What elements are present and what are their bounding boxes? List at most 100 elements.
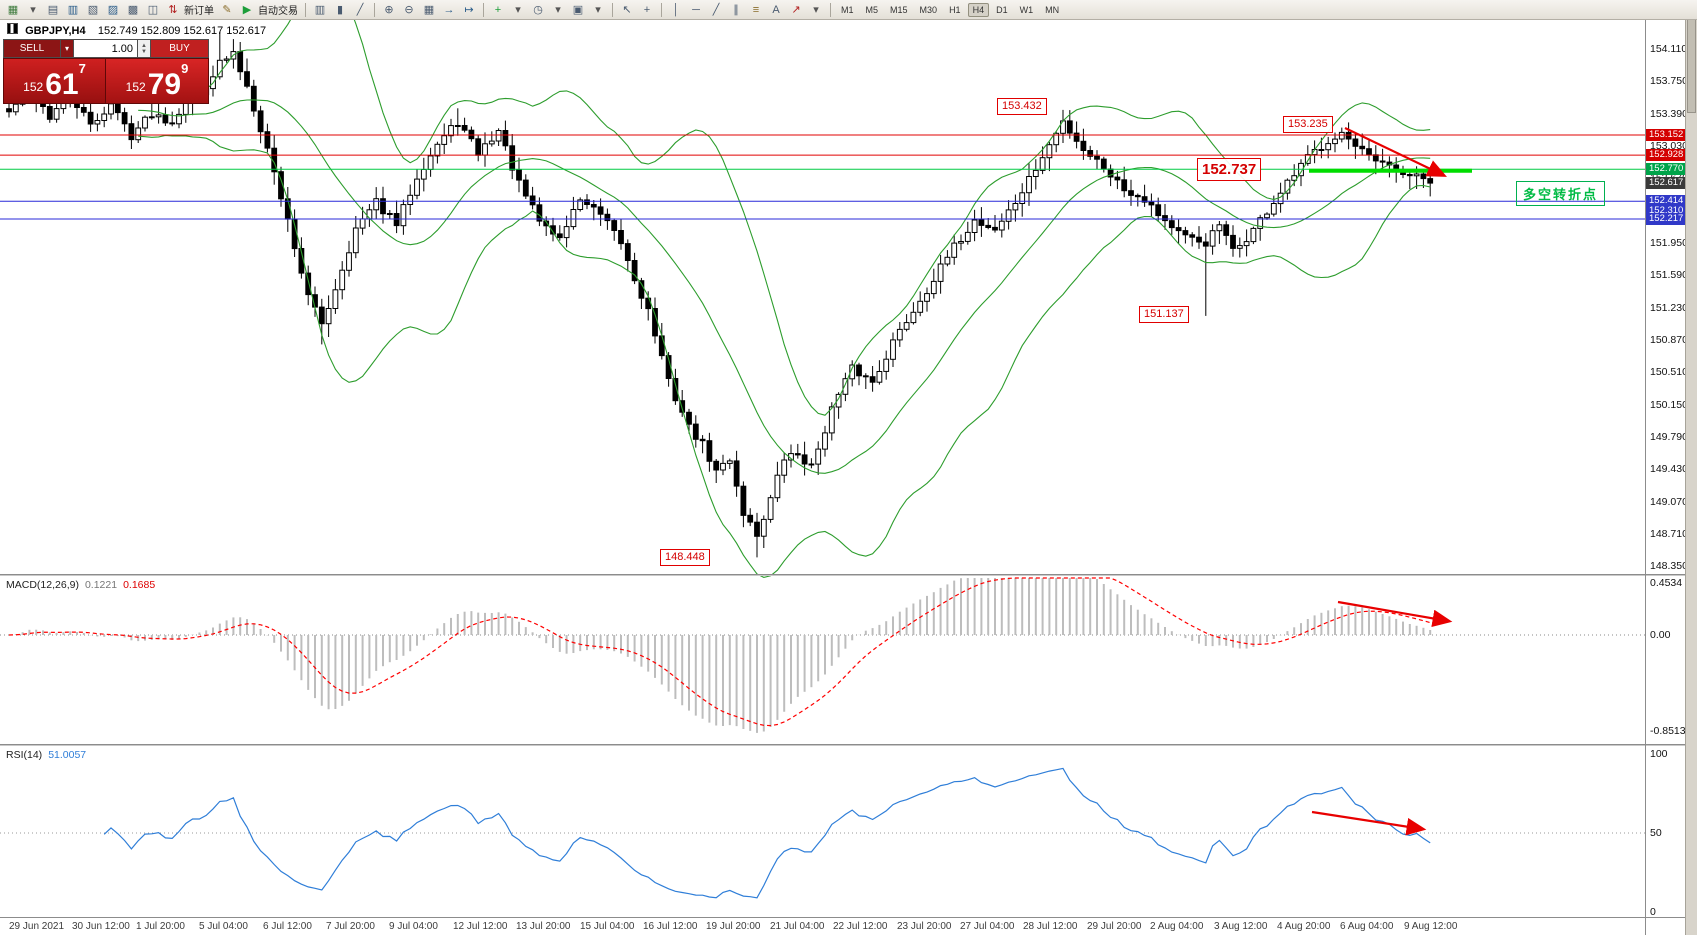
toolbar-separator bbox=[374, 2, 375, 17]
indicators-button[interactable]: + bbox=[494, 3, 502, 16]
one-click-trading-panel: SELL ▾ 1.00 ▲ ▼ BUY 152 61 7 152 79 9 bbox=[3, 39, 209, 104]
auto-scroll-button[interactable]: → bbox=[443, 3, 455, 16]
candlestick-chart-button[interactable]: ▮ bbox=[336, 3, 344, 16]
macd-axis-label: 0.00 bbox=[1650, 629, 1671, 641]
time-label: 30 Jun 12:00 bbox=[72, 921, 130, 932]
rsi-label: RSI(14) 51.0057 bbox=[6, 749, 86, 761]
autotrading-button-label[interactable]: 自动交易 bbox=[258, 6, 298, 17]
horizontal-line-button[interactable]: ─ bbox=[692, 3, 700, 16]
crosshair-button[interactable]: + bbox=[643, 3, 651, 16]
zoom-out-button[interactable]: ⊖ bbox=[404, 3, 414, 16]
tile-windows-button[interactable]: ▦ bbox=[423, 3, 435, 16]
rsi-axis-label: 0 bbox=[1650, 906, 1656, 918]
macd-name: MACD(12,26,9) bbox=[6, 579, 79, 591]
panel-separator[interactable] bbox=[0, 574, 1697, 576]
market-watch-button[interactable]: ▥ bbox=[67, 3, 79, 16]
timeframe-button-m5[interactable]: M5 bbox=[865, 4, 879, 15]
panel-separator[interactable] bbox=[0, 744, 1697, 746]
price-callout-148.448[interactable]: 148.448 bbox=[660, 549, 710, 567]
main-chart-panel[interactable] bbox=[0, 20, 1686, 574]
indicators-dropdown[interactable]: ▾ bbox=[515, 3, 521, 16]
toolbar-separator bbox=[483, 2, 484, 17]
vertical-scrollbar[interactable] bbox=[1685, 0, 1697, 935]
price-callout-153.235[interactable]: 153.235 bbox=[1283, 116, 1333, 134]
strategy-tester-button[interactable]: ◫ bbox=[147, 3, 159, 16]
sell-price-big: 61 bbox=[45, 68, 79, 101]
timeframe-button-h1[interactable]: H1 bbox=[949, 4, 961, 15]
price-tick: 148.710 bbox=[1650, 527, 1688, 540]
bar-chart-button[interactable]: ▥ bbox=[314, 3, 326, 16]
vertical-line-button[interactable]: │ bbox=[672, 3, 680, 16]
sell-dropdown-icon[interactable]: ▾ bbox=[61, 39, 74, 58]
sell-price-sup: 7 bbox=[78, 61, 86, 76]
sell-price-display[interactable]: 152 61 7 bbox=[3, 58, 106, 104]
time-axis-line bbox=[0, 917, 1686, 918]
macd-panel[interactable] bbox=[0, 576, 1686, 744]
time-label: 12 Jul 12:00 bbox=[453, 921, 508, 932]
price-tick: 150.150 bbox=[1650, 398, 1688, 411]
macd-label: MACD(12,26,9) 0.1221 0.1685 bbox=[6, 579, 155, 591]
rsi-panel[interactable] bbox=[0, 746, 1686, 917]
timeframe-button-m30[interactable]: M30 bbox=[919, 4, 938, 15]
timeframe-button-m15[interactable]: M15 bbox=[890, 4, 908, 15]
navigator-button[interactable]: ▨ bbox=[107, 3, 119, 16]
time-label: 15 Jul 04:00 bbox=[580, 921, 635, 932]
macd-axis-label: -0.8513 bbox=[1650, 725, 1686, 737]
periods-button[interactable]: ◷ bbox=[533, 3, 543, 16]
equidistant-channel-button[interactable]: ∥ bbox=[733, 3, 739, 16]
templates-dropdown[interactable]: ▾ bbox=[595, 3, 601, 16]
price-tag-153.152: 153.152 bbox=[1646, 129, 1688, 141]
price-tag-152.217: 152.217 bbox=[1646, 213, 1688, 225]
chart-type-icon bbox=[7, 23, 18, 34]
trendline-button[interactable]: ╱ bbox=[712, 3, 720, 16]
price-tick: 149.070 bbox=[1650, 495, 1688, 508]
time-label: 23 Jul 20:00 bbox=[897, 921, 952, 932]
macd-main-value: 0.1221 bbox=[84, 579, 118, 591]
line-chart-button[interactable]: ╱ bbox=[356, 3, 364, 16]
price-tag-152.928: 152.928 bbox=[1646, 149, 1688, 162]
timeframe-button-d1[interactable]: D1 bbox=[996, 4, 1008, 15]
new-order-button[interactable]: ⇅ bbox=[168, 3, 178, 16]
autotrading-button[interactable]: ▶ bbox=[242, 3, 252, 16]
arrows-button[interactable]: ↗ bbox=[791, 3, 801, 16]
timeframe-button-w1[interactable]: W1 bbox=[1019, 4, 1034, 15]
templates-button[interactable]: ▣ bbox=[572, 3, 584, 16]
lot-size-input[interactable]: 1.00 bbox=[74, 39, 138, 58]
metaeditor-button[interactable]: ✎ bbox=[222, 3, 232, 16]
periods-dropdown[interactable]: ▾ bbox=[555, 3, 561, 16]
buy-button[interactable]: BUY bbox=[151, 39, 209, 58]
text-label-button[interactable]: A bbox=[772, 3, 780, 16]
price-tick: 154.110 bbox=[1650, 43, 1688, 55]
buy-price-display[interactable]: 152 79 9 bbox=[106, 58, 209, 104]
terminal-button[interactable]: ▩ bbox=[127, 3, 139, 16]
shapes-dropdown[interactable]: ▾ bbox=[813, 3, 819, 16]
price-callout-151.137[interactable]: 151.137 bbox=[1139, 306, 1189, 324]
time-label: 28 Jul 12:00 bbox=[1023, 921, 1078, 932]
new-chart-button[interactable]: ▦ bbox=[7, 3, 19, 16]
macd-axis-label: 0.4534 bbox=[1650, 577, 1683, 589]
chart-shift-button[interactable]: ↦ bbox=[464, 3, 474, 16]
sell-button[interactable]: SELL bbox=[3, 39, 61, 58]
sell-price-prefix: 152 bbox=[23, 80, 44, 94]
zoom-in-button[interactable]: ⊕ bbox=[384, 3, 394, 16]
price-tick: 153.030 bbox=[1650, 140, 1688, 152]
cursor-button[interactable]: ↖ bbox=[622, 3, 632, 16]
new-chart-dropdown[interactable]: ▾ bbox=[30, 3, 36, 16]
data-window-button[interactable]: ▧ bbox=[87, 3, 99, 16]
price-callout-152.737[interactable]: 152.737 bbox=[1197, 158, 1262, 181]
price-tick: 149.790 bbox=[1650, 430, 1688, 443]
timeframe-button-h4[interactable]: H4 bbox=[967, 2, 990, 17]
stepper-down-icon[interactable]: ▼ bbox=[141, 48, 147, 55]
lot-stepper[interactable]: ▲ ▼ bbox=[138, 39, 151, 58]
price-tick: 150.510 bbox=[1650, 366, 1688, 379]
bull-bear-turning-point-note[interactable]: 多空转折点 bbox=[1516, 181, 1606, 206]
timeframe-button-m1[interactable]: M1 bbox=[841, 4, 854, 15]
profiles-button[interactable]: ▤ bbox=[47, 3, 59, 16]
price-callout-153.432[interactable]: 153.432 bbox=[997, 98, 1047, 116]
timeframe-button-mn[interactable]: MN bbox=[1045, 4, 1060, 15]
price-tag-152.617: 152.617 bbox=[1646, 177, 1688, 190]
price-axis-border bbox=[1645, 20, 1646, 935]
fibonacci-button[interactable]: ≡ bbox=[752, 3, 760, 16]
new-order-button-label[interactable]: 新订单 bbox=[184, 6, 214, 17]
